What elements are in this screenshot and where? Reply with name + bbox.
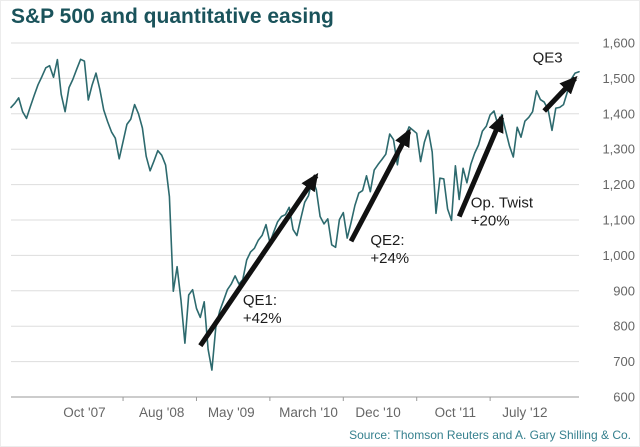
y-tick-label: 1,300	[602, 142, 635, 157]
y-tick-label: 1,000	[602, 248, 635, 263]
x-tick-label: July '12	[502, 405, 547, 420]
y-tick-label: 1,400	[602, 106, 635, 121]
x-tick-label: Oct '07	[63, 405, 105, 420]
x-tick-label: March '10	[279, 405, 338, 420]
x-tick-label: Oct '11	[435, 405, 476, 420]
y-tick-label: 1,100	[602, 213, 635, 228]
qe-annotation-label: +20%	[471, 213, 510, 230]
qe-annotation-label: +24%	[370, 250, 409, 267]
chart-title: S&P 500 and quantitative easing	[11, 5, 334, 28]
x-tick-label: Aug '08	[139, 405, 184, 420]
qe-arrow-qe1	[198, 172, 319, 348]
sp500-line	[10, 58, 580, 371]
y-tick-label: 1,500	[602, 71, 635, 86]
y-tick-label: 900	[613, 283, 635, 298]
x-tick-label: Dec '10	[355, 405, 400, 420]
qe-arrow-qe3	[542, 75, 578, 113]
source-note: Source: Thomson Reuters and A. Gary Shil…	[349, 428, 631, 442]
qe-annotation-label: Op. Twist	[471, 195, 534, 212]
y-tick-label: 600	[613, 390, 635, 405]
x-tick-label: May '09	[208, 405, 255, 420]
y-tick-label: 1,200	[602, 177, 635, 192]
qe-annotation-label: QE2:	[370, 232, 404, 249]
y-tick-label: 1,600	[602, 36, 635, 51]
qe-arrow-op-twist	[456, 114, 505, 218]
y-tick-label: 800	[613, 319, 635, 334]
qe-annotation-label: QE3	[533, 49, 563, 66]
qe-annotation-label: +42%	[243, 310, 282, 327]
y-tick-label: 700	[613, 354, 635, 369]
qe-arrow-qe2	[348, 128, 412, 243]
qe-annotation-label: QE1:	[243, 292, 277, 309]
